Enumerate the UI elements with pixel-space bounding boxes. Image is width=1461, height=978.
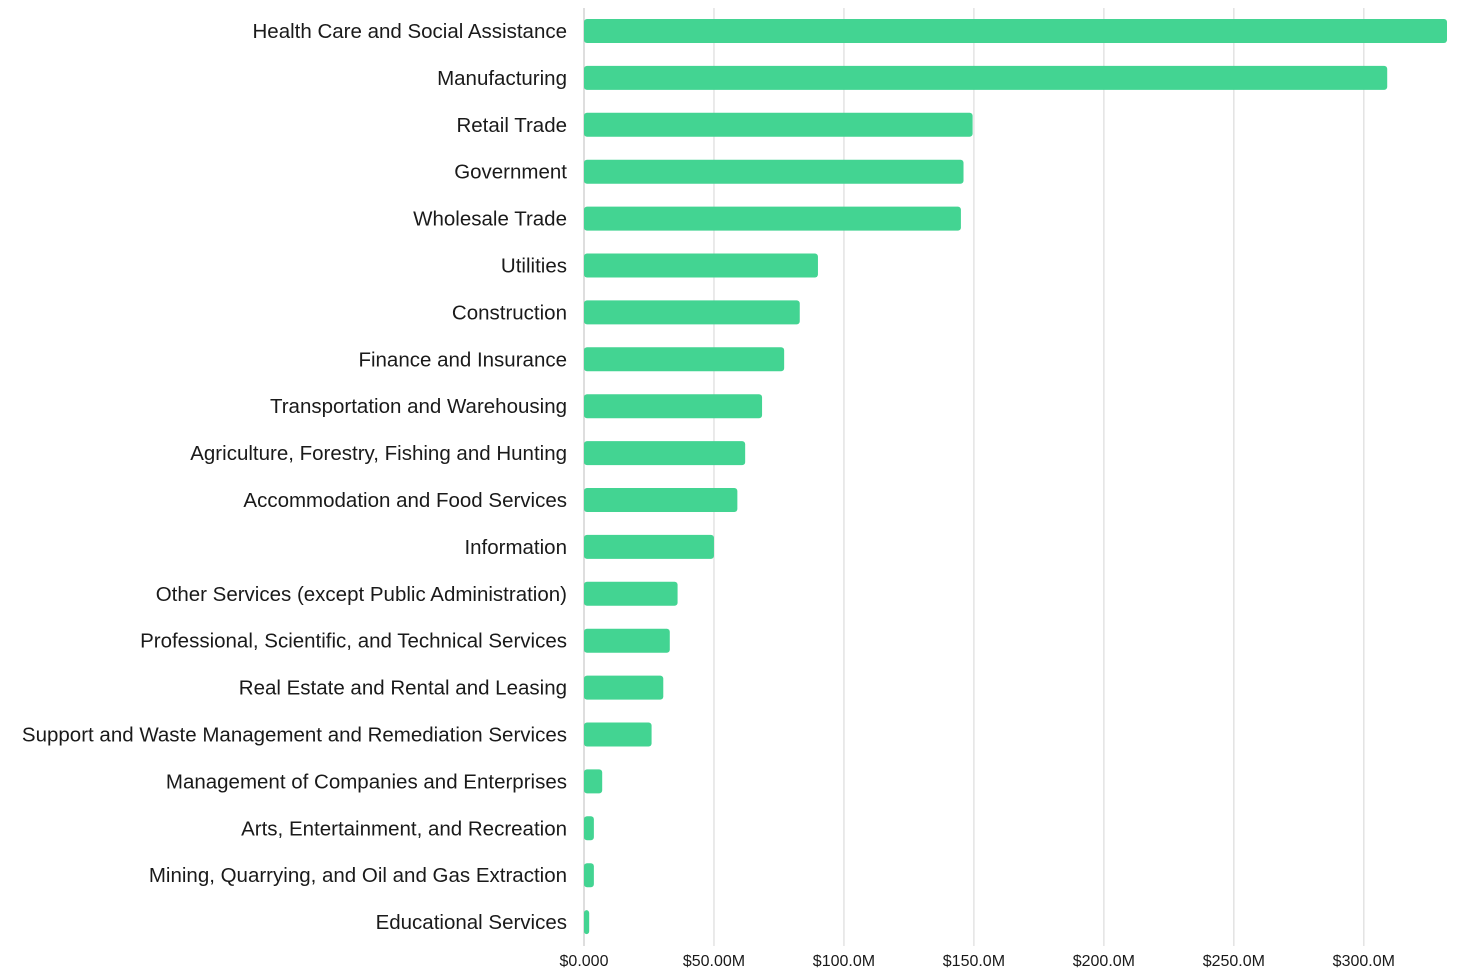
category-label: Real Estate and Rental and Leasing xyxy=(239,677,567,700)
bar xyxy=(584,159,964,184)
bar xyxy=(584,300,800,325)
bar xyxy=(584,441,746,466)
category-label: Agriculture, Forestry, Fishing and Hunti… xyxy=(190,442,567,465)
bar xyxy=(584,863,594,888)
x-axis-tick-labels: $0.000 $50.00M $100.0M $150.0M $200.0M $250.0… xyxy=(560,953,1395,970)
x-tick-label: $300.0M xyxy=(1333,953,1395,970)
category-label: Retail Trade xyxy=(456,114,567,137)
bar xyxy=(584,347,785,372)
category-label: Manufacturing xyxy=(437,67,567,90)
bar xyxy=(584,675,664,700)
category-label: Educational Services xyxy=(376,911,567,934)
bar xyxy=(584,910,590,935)
x-tick-label: $150.0M xyxy=(943,953,1005,970)
category-label: Professional, Scientific, and Technical … xyxy=(140,630,567,653)
category-label: Transportation and Warehousing xyxy=(270,395,567,418)
category-label: Information xyxy=(464,536,567,559)
bars xyxy=(584,19,1447,935)
category-label: Support and Waste Management and Remedia… xyxy=(22,724,567,747)
category-label: Wholesale Trade xyxy=(413,208,567,231)
category-label: Mining, Quarrying, and Oil and Gas Extra… xyxy=(149,864,567,887)
category-label: Utilities xyxy=(501,255,567,278)
bar xyxy=(584,722,652,747)
bar xyxy=(584,253,818,278)
bar xyxy=(584,816,594,841)
x-tick-label: $200.0M xyxy=(1073,953,1135,970)
category-label: Management of Companies and Enterprises xyxy=(166,770,567,793)
category-label: Other Services (except Public Administra… xyxy=(156,583,567,606)
bar xyxy=(584,19,1447,43)
bar xyxy=(584,112,973,137)
bar xyxy=(584,534,714,559)
x-tick-label: $0.000 xyxy=(560,953,609,970)
bar xyxy=(584,581,678,606)
bar xyxy=(584,65,1388,90)
x-tick-label: $250.0M xyxy=(1203,953,1265,970)
bar xyxy=(584,628,670,653)
category-label: Construction xyxy=(452,301,567,324)
bar xyxy=(584,394,763,419)
grid-lines xyxy=(583,8,1365,946)
x-tick-label: $100.0M xyxy=(813,953,875,970)
category-label: Arts, Entertainment, and Recreation xyxy=(241,817,567,840)
category-labels: Health Care and Social Assistance Manufac… xyxy=(22,20,567,934)
category-label: Finance and Insurance xyxy=(358,348,567,371)
bar xyxy=(584,206,961,231)
category-label: Government xyxy=(454,161,567,184)
x-tick-label: $50.00M xyxy=(683,953,745,970)
bar xyxy=(584,488,738,512)
bar xyxy=(584,769,603,794)
category-label: Health Care and Social Assistance xyxy=(252,20,567,43)
category-label: Accommodation and Food Services xyxy=(243,489,567,512)
